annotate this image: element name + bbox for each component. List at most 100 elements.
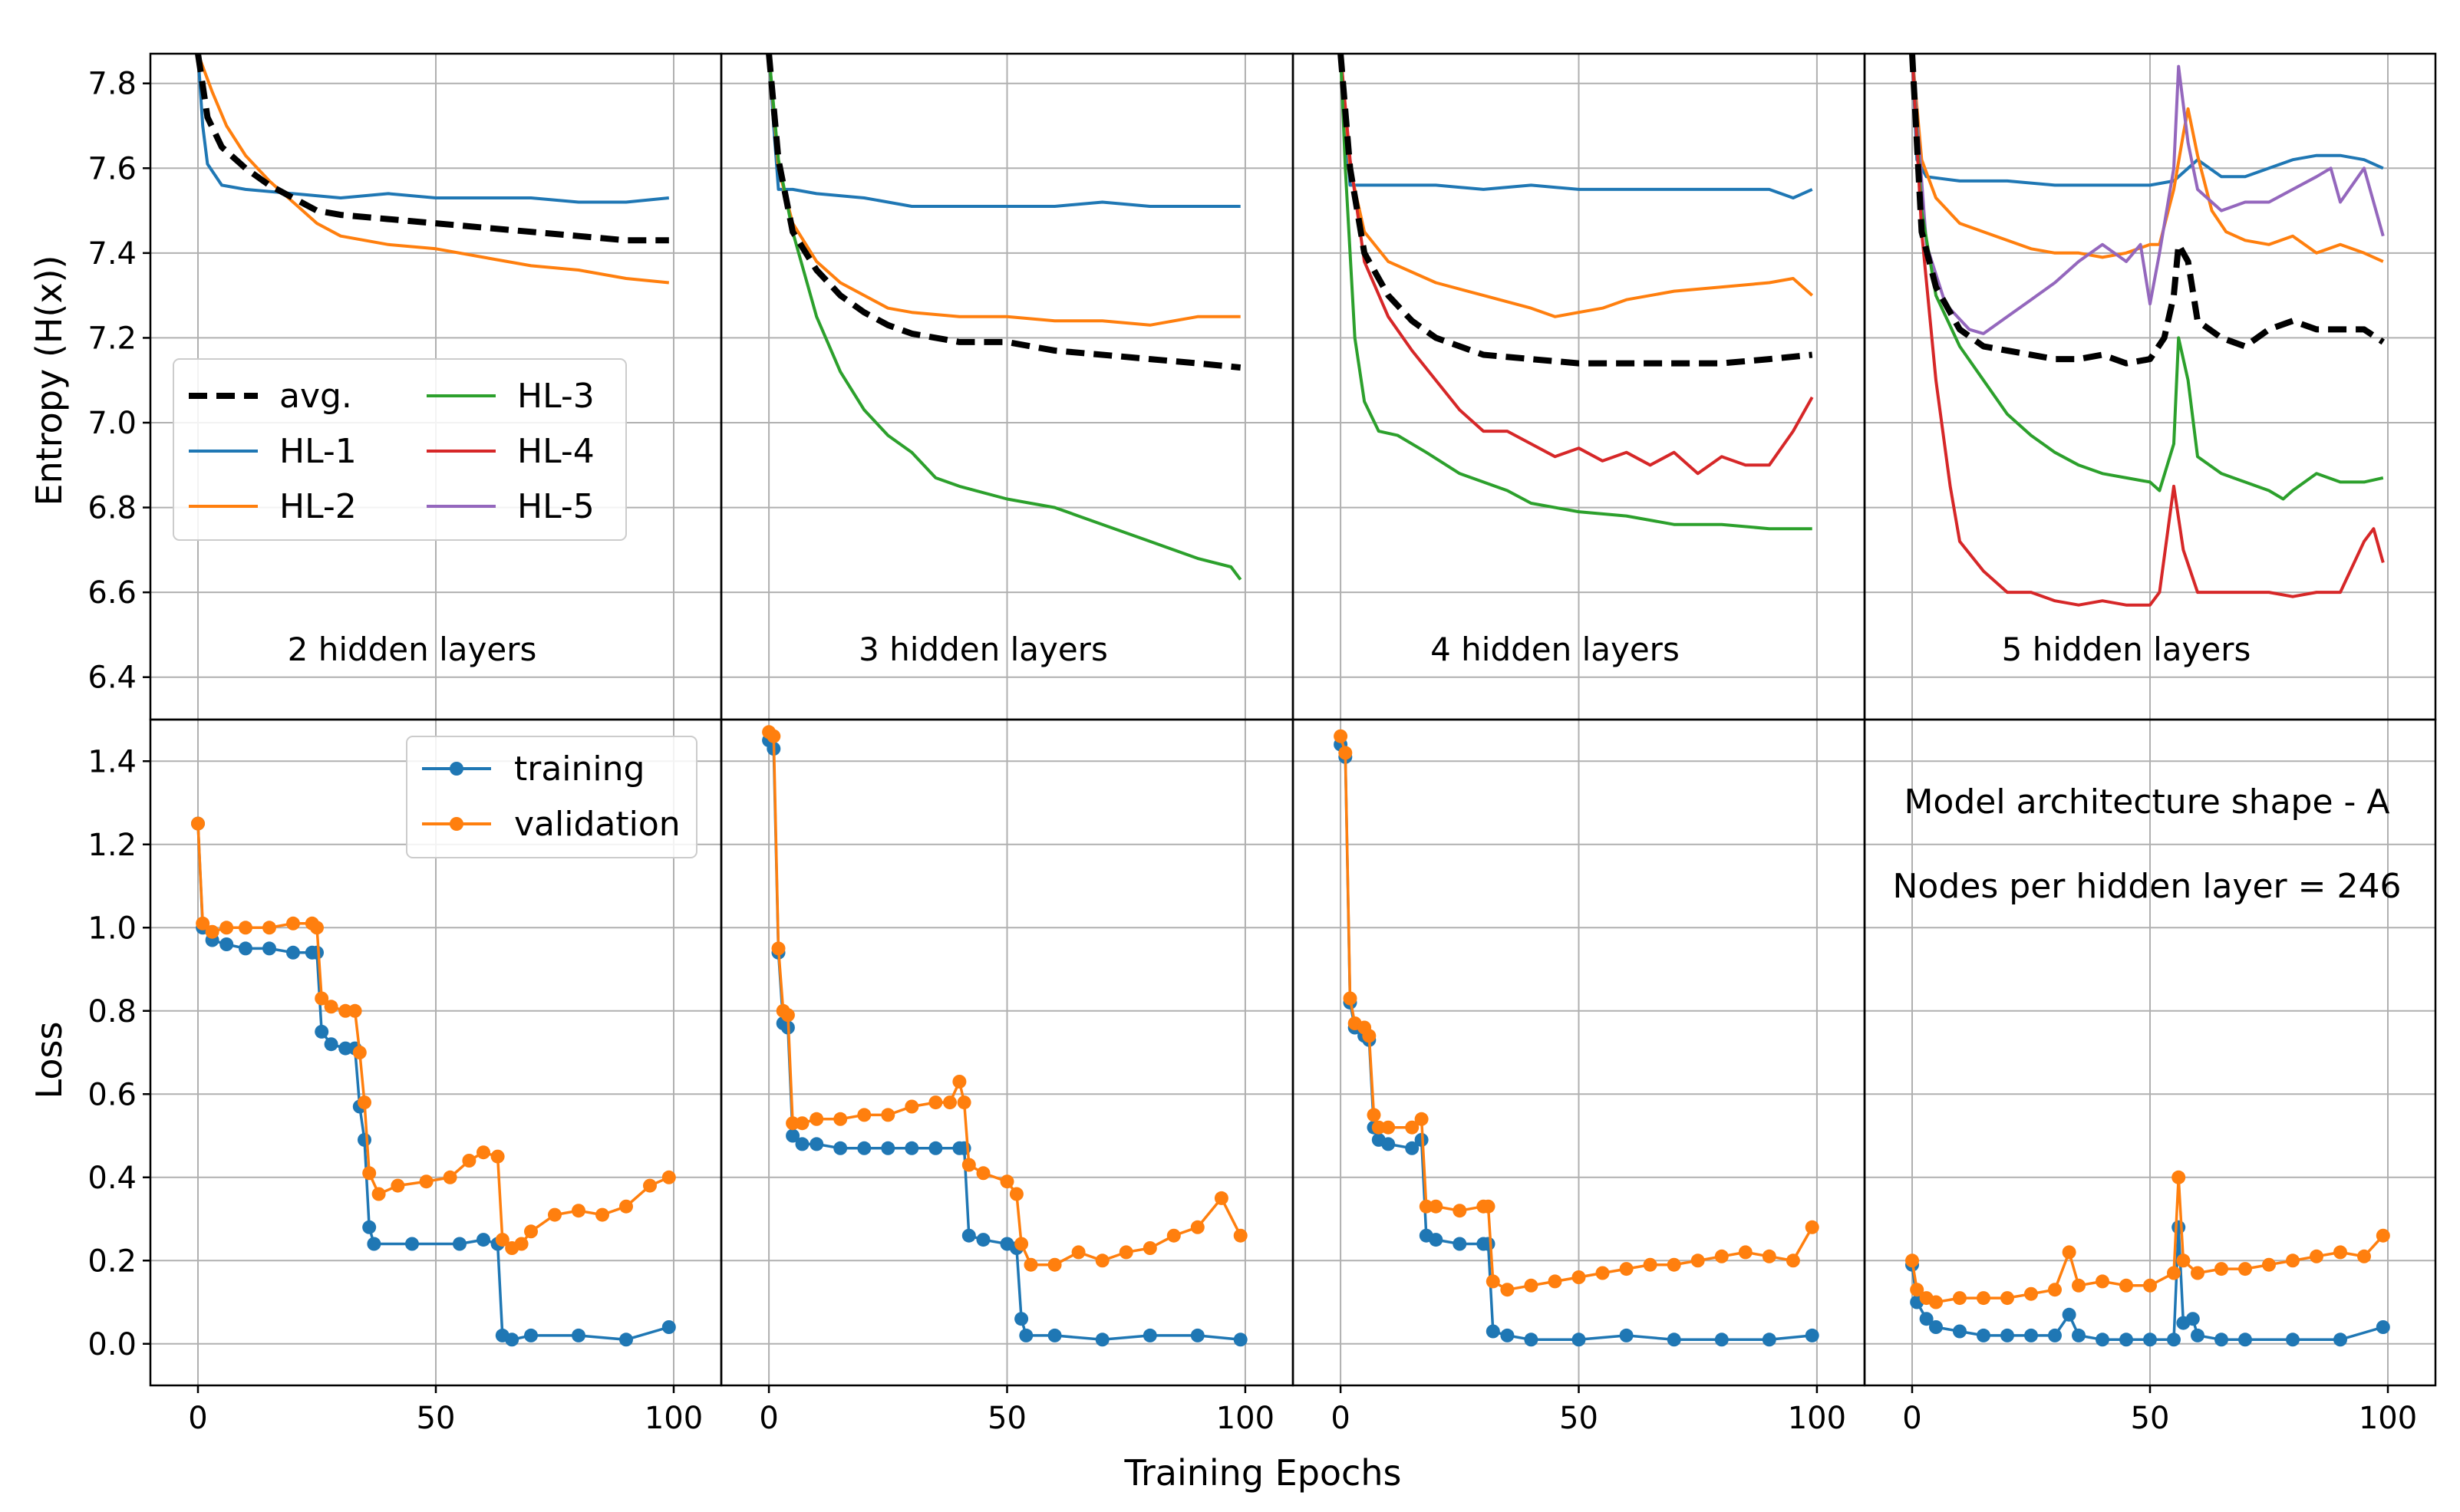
loss-point-validation [2214, 1262, 2228, 1276]
loss-point-training [961, 1228, 976, 1243]
entropy-legend-label: HL-5 [517, 487, 595, 526]
loss-point-validation [262, 921, 276, 935]
loss-point-training [1486, 1324, 1500, 1339]
loss-point-validation [1190, 1220, 1205, 1234]
loss-point-validation [462, 1154, 477, 1168]
entropy-line-hl-2 [767, 54, 1241, 327]
entropy-line-hl-2 [1339, 54, 1814, 318]
loss-point-training [2191, 1328, 2204, 1342]
loss-point-validation [1334, 729, 1348, 743]
loss-point-training [1919, 1312, 1934, 1326]
loss-point-validation [2176, 1253, 2191, 1268]
loss-point-validation [1429, 1199, 1443, 1214]
xtick-label: 50 [988, 1401, 1027, 1436]
xtick-label: 50 [417, 1401, 456, 1436]
entropy-line-avg [195, 54, 669, 244]
entropy-ytick-label: 6.6 [87, 575, 137, 611]
loss-point-validation [1643, 1257, 1657, 1272]
loss-point-training [1571, 1332, 1586, 1347]
loss-point-validation [943, 1095, 957, 1110]
loss-point-validation [548, 1207, 562, 1222]
loss-point-validation [1953, 1291, 1967, 1306]
loss-point-validation [1762, 1249, 1776, 1263]
loss-point-validation [1367, 1108, 1381, 1122]
loss-point-validation [2096, 1274, 2109, 1289]
loss-point-validation [324, 1000, 338, 1014]
loss-point-training [1714, 1332, 1729, 1347]
loss-point-validation [315, 991, 329, 1006]
loss-point-validation [619, 1199, 633, 1214]
loss-legend-label: validation [514, 805, 681, 844]
loss-point-training [1381, 1137, 1396, 1151]
entropy-ytick-label: 7.6 [87, 151, 137, 186]
loss-point-validation [1214, 1191, 1228, 1205]
loss-point-training [786, 1128, 800, 1143]
loss-point-training [976, 1233, 991, 1247]
loss-point-validation [767, 729, 781, 743]
loss-point-validation [2000, 1291, 2014, 1306]
loss-point-training [795, 1137, 810, 1151]
loss-point-validation [1571, 1270, 1586, 1284]
loss-point-training [2167, 1332, 2181, 1347]
entropy-y-axis-label: Entropy (H(x)) [28, 255, 70, 506]
loss-point-training [619, 1332, 633, 1347]
entropy-legend-label: HL-4 [517, 432, 595, 471]
entropy-legend-label: avg. [279, 377, 352, 416]
loss-point-validation [2167, 1266, 2181, 1280]
loss-point-validation [572, 1204, 585, 1218]
loss-point-validation [1419, 1199, 1433, 1214]
loss-point-validation [391, 1178, 405, 1193]
loss-point-training [262, 941, 276, 956]
loss-point-training [2214, 1332, 2228, 1347]
loss-point-validation [196, 916, 210, 931]
loss-point-training [1143, 1328, 1157, 1342]
loss-point-validation [771, 941, 786, 956]
loss-point-training [2048, 1328, 2062, 1342]
loss-point-validation [490, 1149, 505, 1164]
entropy-ytick-label: 6.8 [87, 491, 137, 526]
loss-point-training [453, 1237, 467, 1251]
entropy-line-hl-5 [1911, 54, 2385, 335]
loss-point-validation [2357, 1249, 2371, 1263]
loss-point-validation [2024, 1286, 2038, 1301]
loss-point-validation [2376, 1228, 2390, 1243]
loss-point-validation [2286, 1253, 2300, 1268]
xtick-label: 100 [1788, 1401, 1846, 1436]
loss-point-training [1190, 1328, 1205, 1342]
loss-point-validation [2310, 1249, 2323, 1263]
loss-ytick-label: 0.2 [87, 1244, 137, 1279]
loss-point-training [2072, 1328, 2086, 1342]
loss-point-validation [1977, 1291, 1990, 1306]
entropy-line-hl-4 [1339, 54, 1814, 476]
loss-point-training [1619, 1328, 1634, 1342]
loss-point-validation [1738, 1245, 1753, 1260]
loss-point-training [2024, 1328, 2038, 1342]
loss-point-validation [952, 1075, 967, 1089]
loss-point-training [1233, 1332, 1248, 1347]
loss-point-training [2185, 1312, 2200, 1326]
loss-point-validation [881, 1108, 895, 1122]
loss-point-training [219, 937, 234, 951]
loss-point-validation [1095, 1253, 1110, 1268]
panel-title: 4 hidden layers [1430, 631, 1680, 668]
loss-legend-marker [450, 762, 463, 776]
loss-legend-box [406, 736, 697, 858]
loss-point-validation [905, 1099, 919, 1114]
loss-point-validation [833, 1112, 848, 1126]
loss-point-training [1019, 1328, 1034, 1342]
loss-point-validation [1024, 1257, 1038, 1272]
loss-point-validation [358, 1095, 371, 1110]
entropy-legend-label: HL-1 [279, 432, 357, 471]
loss-point-validation [1619, 1262, 1634, 1276]
loss-point-validation [1805, 1220, 1819, 1234]
loss-point-validation [362, 1166, 377, 1181]
loss-point-validation [1548, 1274, 1562, 1289]
entropy-ytick-label: 7.2 [87, 321, 137, 356]
loss-point-validation [348, 1003, 362, 1018]
loss-point-validation [191, 816, 205, 831]
loss-point-validation [1486, 1274, 1500, 1289]
loss-point-training [2000, 1328, 2014, 1342]
loss-point-training [310, 945, 324, 960]
panel-title: 3 hidden layers [859, 631, 1108, 668]
loss-ytick-label: 1.0 [87, 911, 137, 946]
